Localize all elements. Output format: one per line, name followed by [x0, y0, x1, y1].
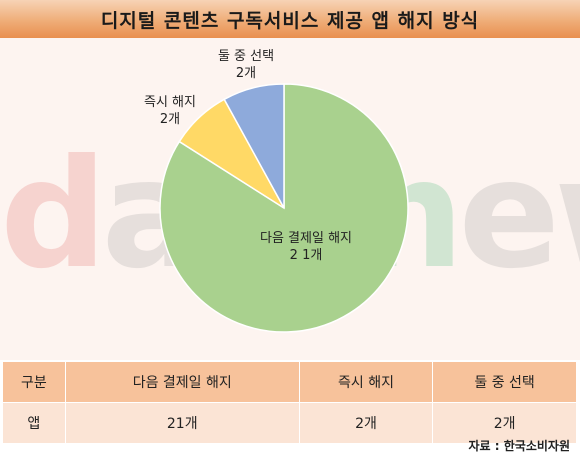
slice-value-label: 2개 — [236, 66, 256, 81]
table-header-row: 구분 다음 결제일 해지 즉시 해지 둘 중 선택 — [2, 361, 577, 403]
table-header-cell: 즉시 해지 — [298, 361, 434, 403]
data-table: 구분 다음 결제일 해지 즉시 해지 둘 중 선택 앱 21개 2개 2개 — [2, 361, 577, 444]
slice-name-label: 즉시 해지 — [144, 95, 196, 110]
pie-slice — [223, 83, 285, 209]
table-header-cell: 다음 결제일 해지 — [64, 361, 300, 403]
table-header-cell: 구분 — [2, 361, 66, 403]
table-cell: 2개 — [298, 402, 434, 444]
pie-chart: 다음 결제일 해지 2 1개 즉시 해지 2개 둘 중 선택 2개 — [144, 49, 409, 333]
title-bar: 디지털 콘텐츠 구독서비스 제공 앱 해지 방식 — [0, 0, 580, 38]
slice-value-label: 2개 — [160, 112, 180, 127]
table-header-cell: 둘 중 선택 — [432, 361, 577, 403]
table-cell: 21개 — [64, 402, 300, 444]
slice-value-label: 2 1개 — [290, 248, 323, 263]
chart-title: 디지털 콘텐츠 구독서비스 제공 앱 해지 방식 — [100, 9, 480, 32]
table-cell: 앱 — [2, 402, 66, 444]
table-cell: 2개 — [432, 402, 577, 444]
table-row: 앱 21개 2개 2개 — [2, 402, 577, 444]
slice-name-label: 다음 결제일 해지 — [260, 231, 352, 246]
source-note: 자료 : 한국소비자원 — [468, 439, 570, 453]
slice-name-label: 둘 중 선택 — [218, 49, 274, 64]
